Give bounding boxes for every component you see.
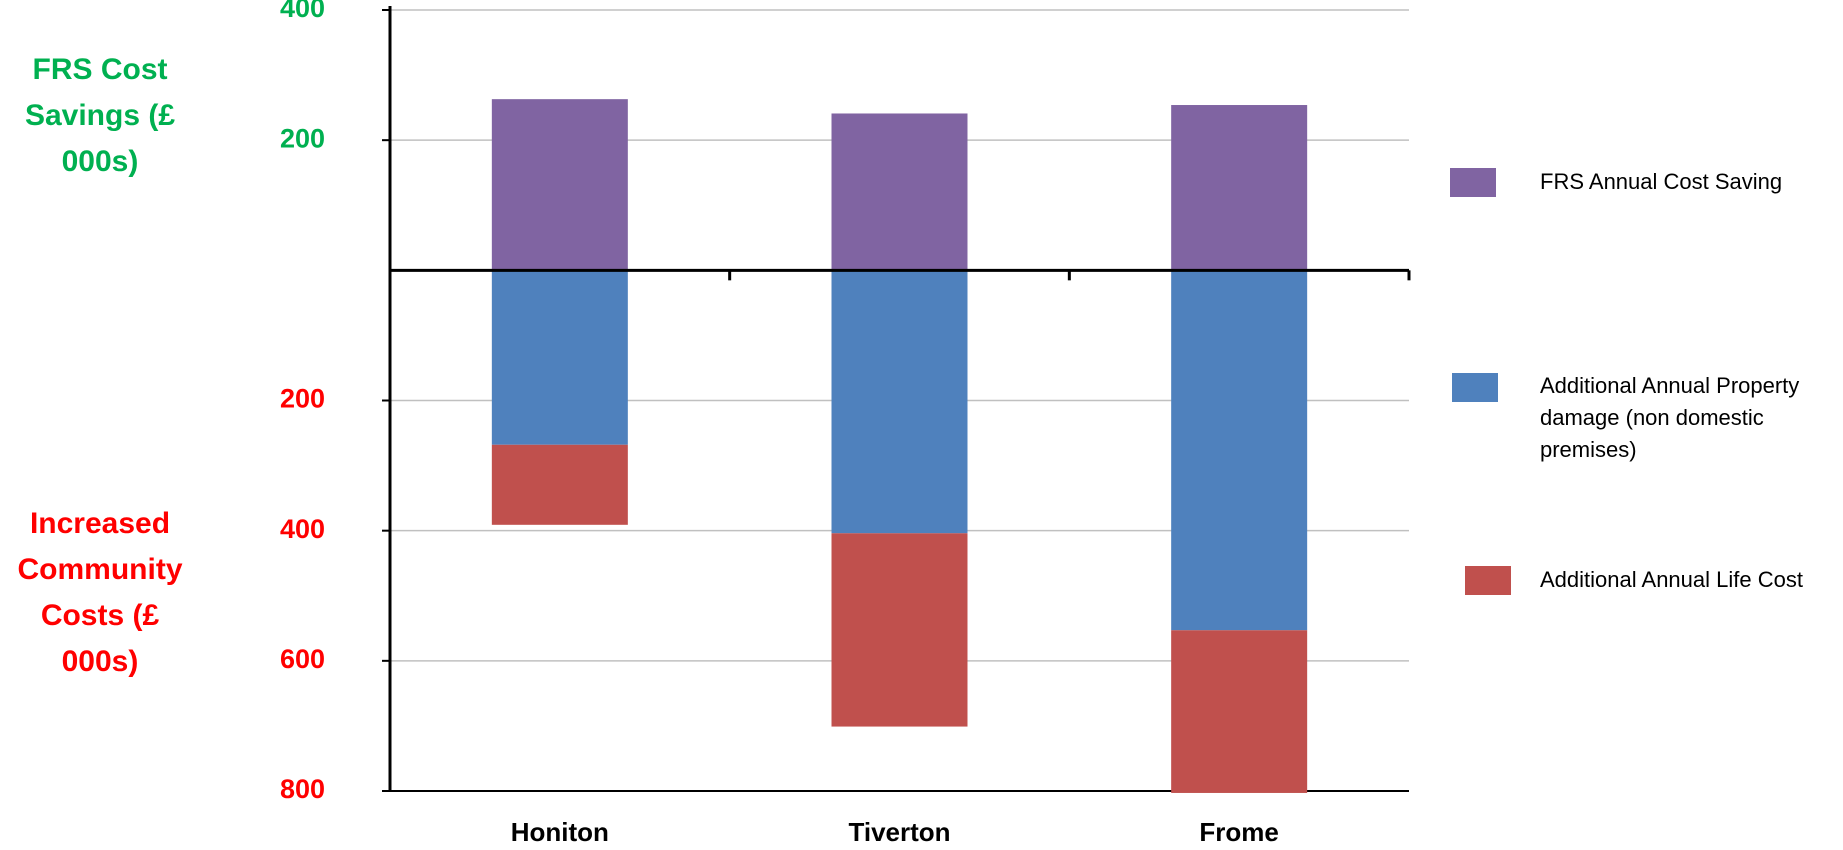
y-title-positive: FRS Cost Savings (£ 000s): [24, 53, 176, 178]
legend-swatch: [1450, 168, 1496, 197]
bar: [1171, 270, 1308, 631]
legend-swatch: [1452, 373, 1498, 402]
y-title-negative: Increased Community Costs (£ 000s): [17, 507, 183, 678]
bar: [1171, 630, 1308, 793]
x-tick-label: Frome: [1199, 817, 1278, 847]
bar: [491, 270, 628, 445]
legend-label: FRS Annual Cost Saving: [1540, 169, 1783, 194]
bar: [1171, 105, 1308, 271]
y-tick-label: 400: [280, 0, 325, 23]
bar: [831, 270, 968, 534]
y-tick-label: 400: [280, 514, 325, 544]
y-tick-label: 800: [280, 774, 325, 804]
y-tick-label: 600: [280, 644, 325, 674]
bar: [831, 113, 968, 271]
legend-swatch: [1465, 566, 1511, 595]
x-tick-label: Honiton: [511, 817, 609, 847]
bar: [491, 444, 628, 525]
bar: [831, 533, 968, 727]
y-tick-label: 200: [280, 123, 325, 153]
legend-label: Additional Annual Life Cost: [1540, 567, 1803, 592]
bar: [491, 99, 628, 271]
x-tick-label: Tiverton: [848, 817, 950, 847]
y-tick-label: 200: [280, 384, 325, 414]
legend-label: Additional Annual Property damage (non d…: [1540, 373, 1800, 462]
